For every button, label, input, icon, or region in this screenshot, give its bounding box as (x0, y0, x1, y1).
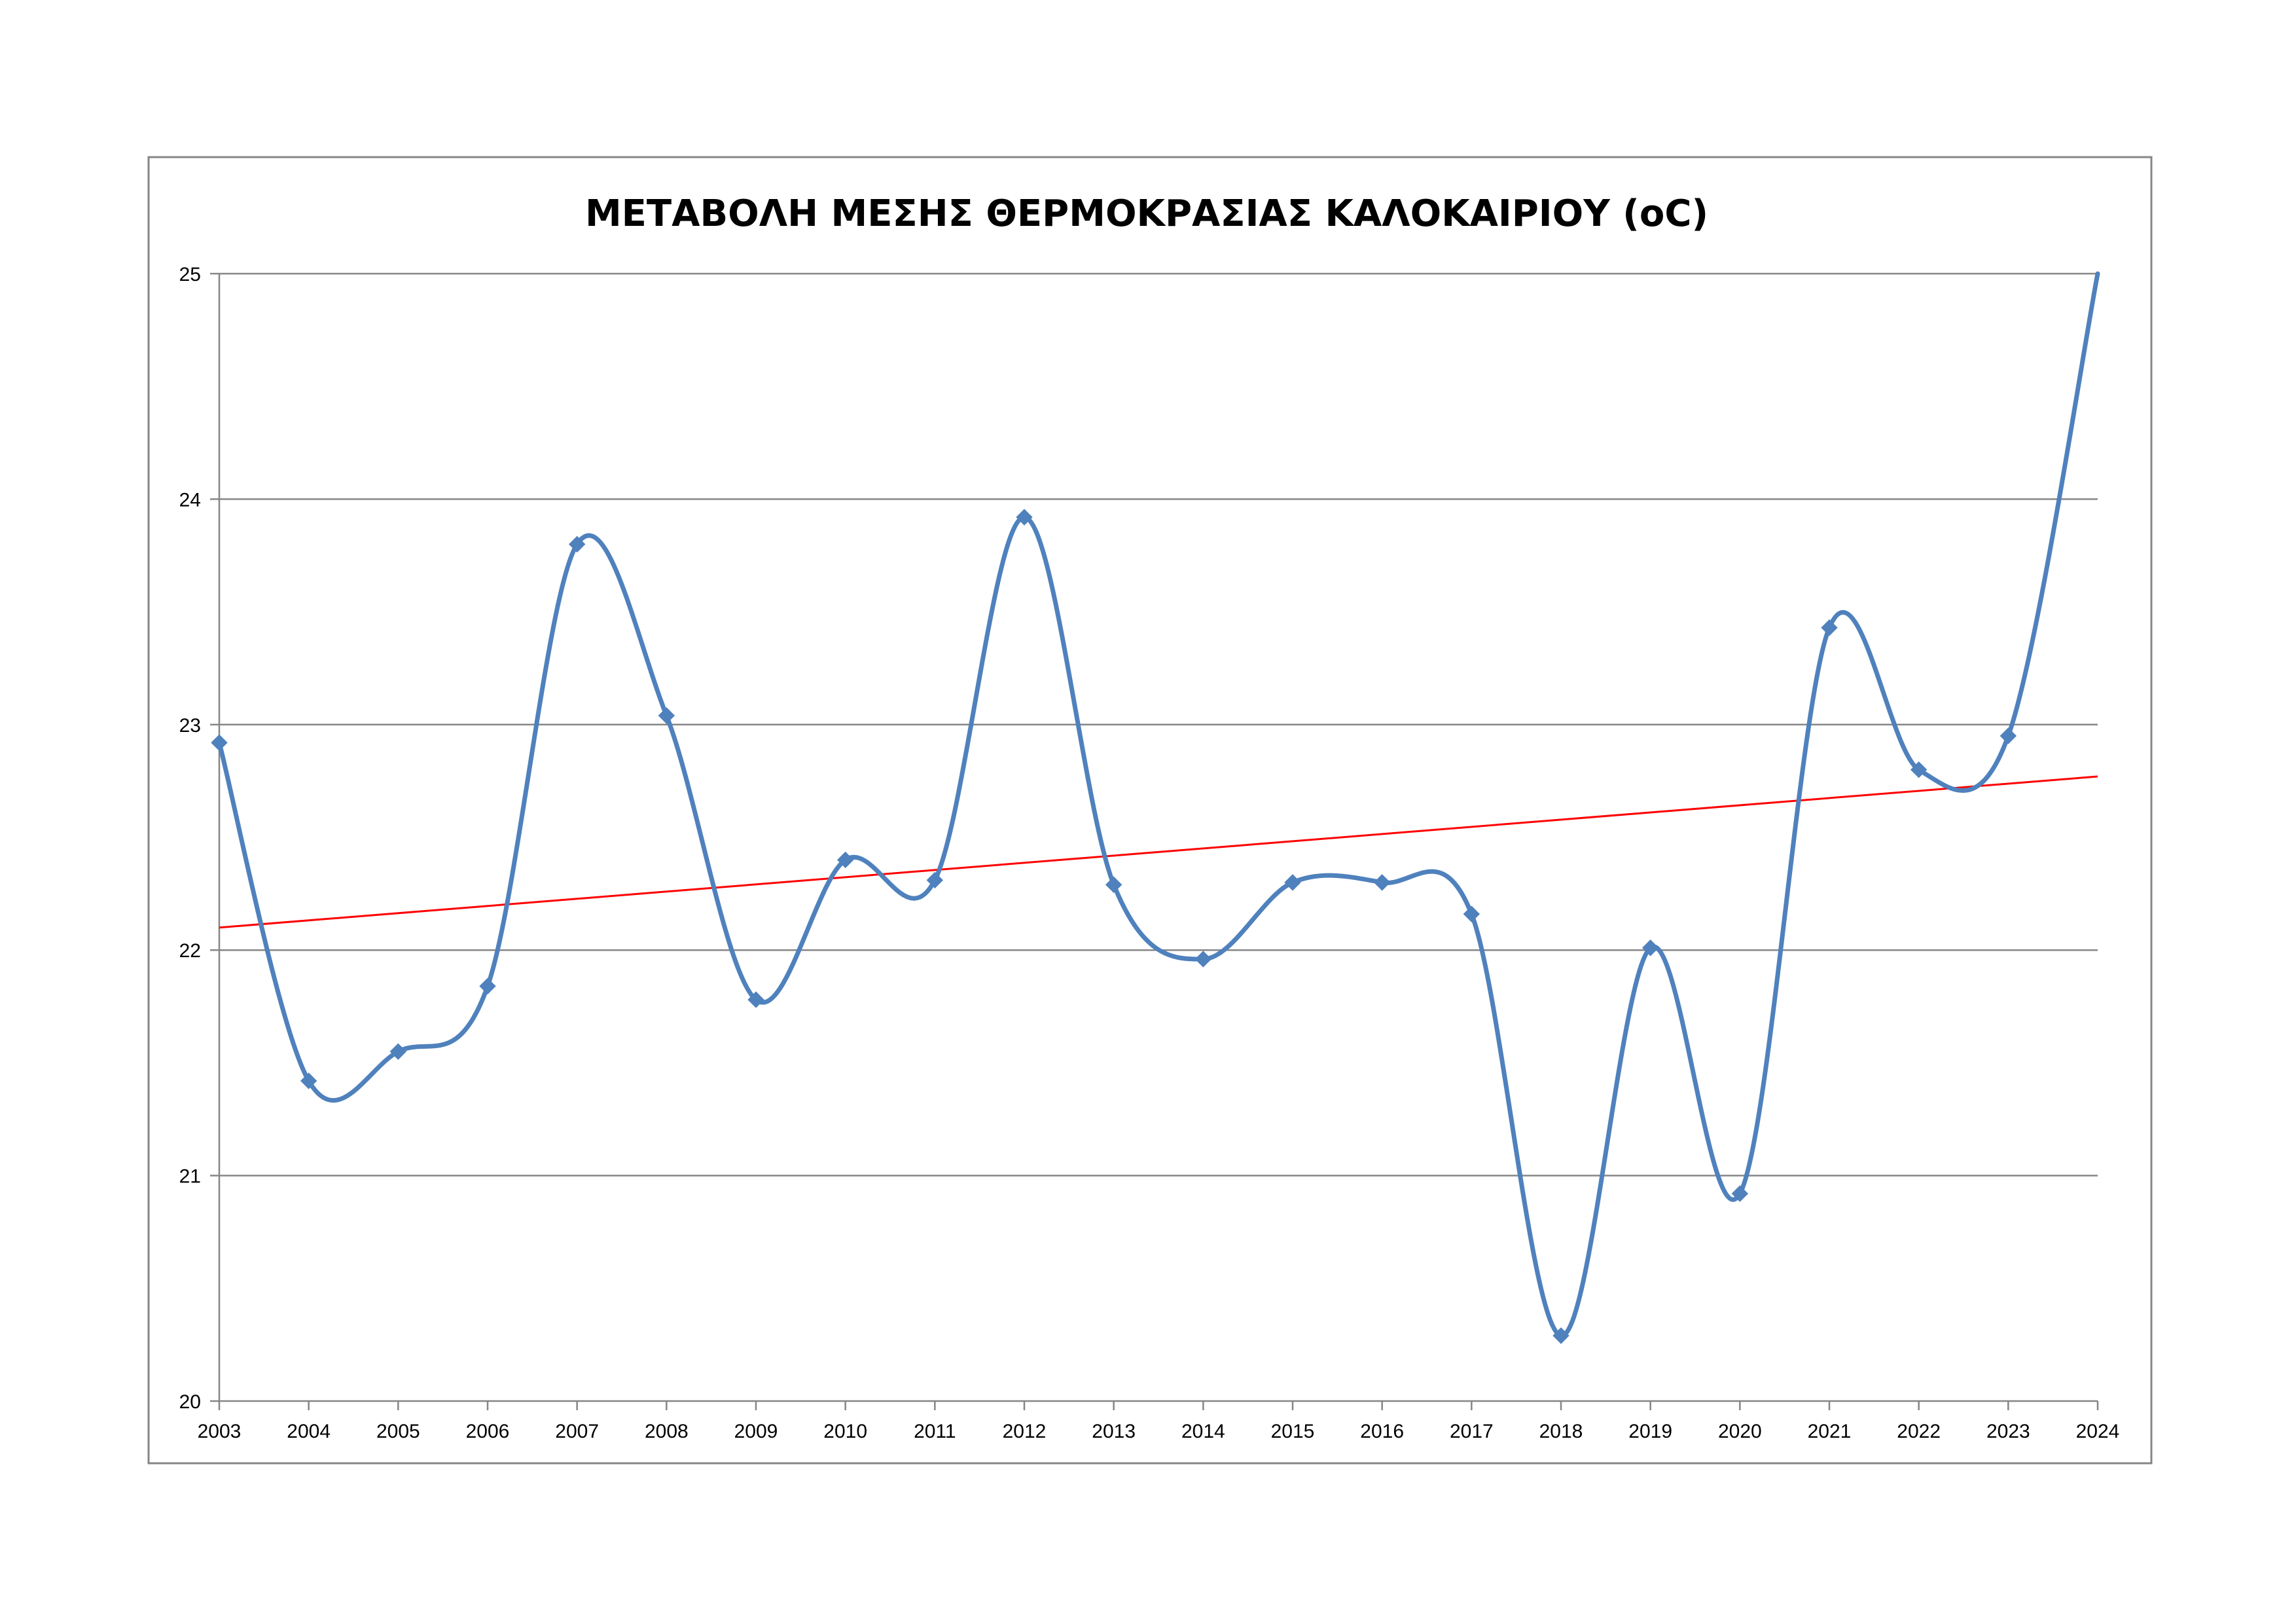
data-point (1731, 1185, 1749, 1202)
data-point (389, 1043, 407, 1060)
x-tick-label: 2007 (555, 1421, 599, 1442)
y-tick-label: 23 (179, 715, 201, 737)
y-axis-tick-labels: 20 21 22 23 24 25 (179, 264, 201, 1413)
data-point (836, 851, 854, 869)
x-tick-label: 2009 (734, 1421, 778, 1442)
x-tick-label: 2006 (466, 1421, 510, 1442)
data-point (2000, 727, 2017, 744)
data-point (1284, 874, 1301, 891)
y-tick-label: 22 (179, 940, 201, 962)
x-tick-label: 2020 (1718, 1421, 1762, 1442)
trendline-group (219, 775, 2098, 929)
series-group (211, 271, 2100, 1344)
x-tick-label: 2019 (1628, 1421, 1672, 1442)
data-point (1821, 619, 1838, 636)
axes (210, 272, 2099, 1410)
data-point (1105, 876, 1122, 894)
series-line (217, 271, 2100, 1338)
x-tick-label: 2016 (1360, 1421, 1404, 1442)
x-tick-label: 2023 (1986, 1421, 2030, 1442)
x-tick-label: 2021 (1808, 1421, 1852, 1442)
data-point (747, 991, 764, 1008)
x-tick-label: 2018 (1539, 1421, 1583, 1442)
data-point (568, 536, 586, 553)
x-tick-label: 2024 (2076, 1421, 2120, 1442)
x-tick-label: 2003 (198, 1421, 242, 1442)
data-point (658, 707, 675, 724)
x-tick-label: 2015 (1271, 1421, 1315, 1442)
data-point (1910, 761, 1928, 778)
x-tick-label: 2022 (1897, 1421, 1941, 1442)
x-axis-tick-labels: 2003 2004 2005 2006 2007 2008 2009 2010 2011 2012… (198, 1421, 2120, 1442)
data-point (1373, 874, 1391, 891)
chart-frame (147, 156, 2153, 1465)
x-tick-label: 2005 (376, 1421, 420, 1442)
data-point (211, 734, 228, 752)
gridlines (219, 272, 2098, 1176)
trendline (219, 775, 2098, 929)
x-tick-label: 2008 (645, 1421, 689, 1442)
x-tick-label: 2004 (287, 1421, 331, 1442)
y-tick-label: 24 (179, 489, 201, 511)
data-point (1194, 951, 1212, 968)
data-point (1463, 905, 1480, 922)
data-point (926, 871, 944, 889)
y-tick-label: 25 (179, 264, 201, 285)
data-point (1641, 939, 1659, 957)
x-tick-label: 2010 (823, 1421, 867, 1442)
chart-title: ΜΕΤΑΒΟΛΗ ΜΕΣΗΣ ΘΕΡΜΟΚΡΑΣΙΑΣ ΚΑΛΟΚΑΙΡΙΟΥ … (585, 192, 1708, 235)
x-tick-label: 2012 (1003, 1421, 1047, 1442)
x-tick-label: 2017 (1450, 1421, 1494, 1442)
data-point (1552, 1327, 1570, 1344)
y-tick-label: 21 (179, 1166, 201, 1188)
data-point (479, 977, 496, 995)
x-tick-label: 2011 (914, 1421, 956, 1442)
y-tick-label: 20 (179, 1391, 201, 1413)
x-tick-label: 2013 (1092, 1421, 1136, 1442)
data-point (1016, 509, 1033, 526)
data-point (300, 1072, 317, 1089)
x-tick-label: 2014 (1181, 1421, 1225, 1442)
